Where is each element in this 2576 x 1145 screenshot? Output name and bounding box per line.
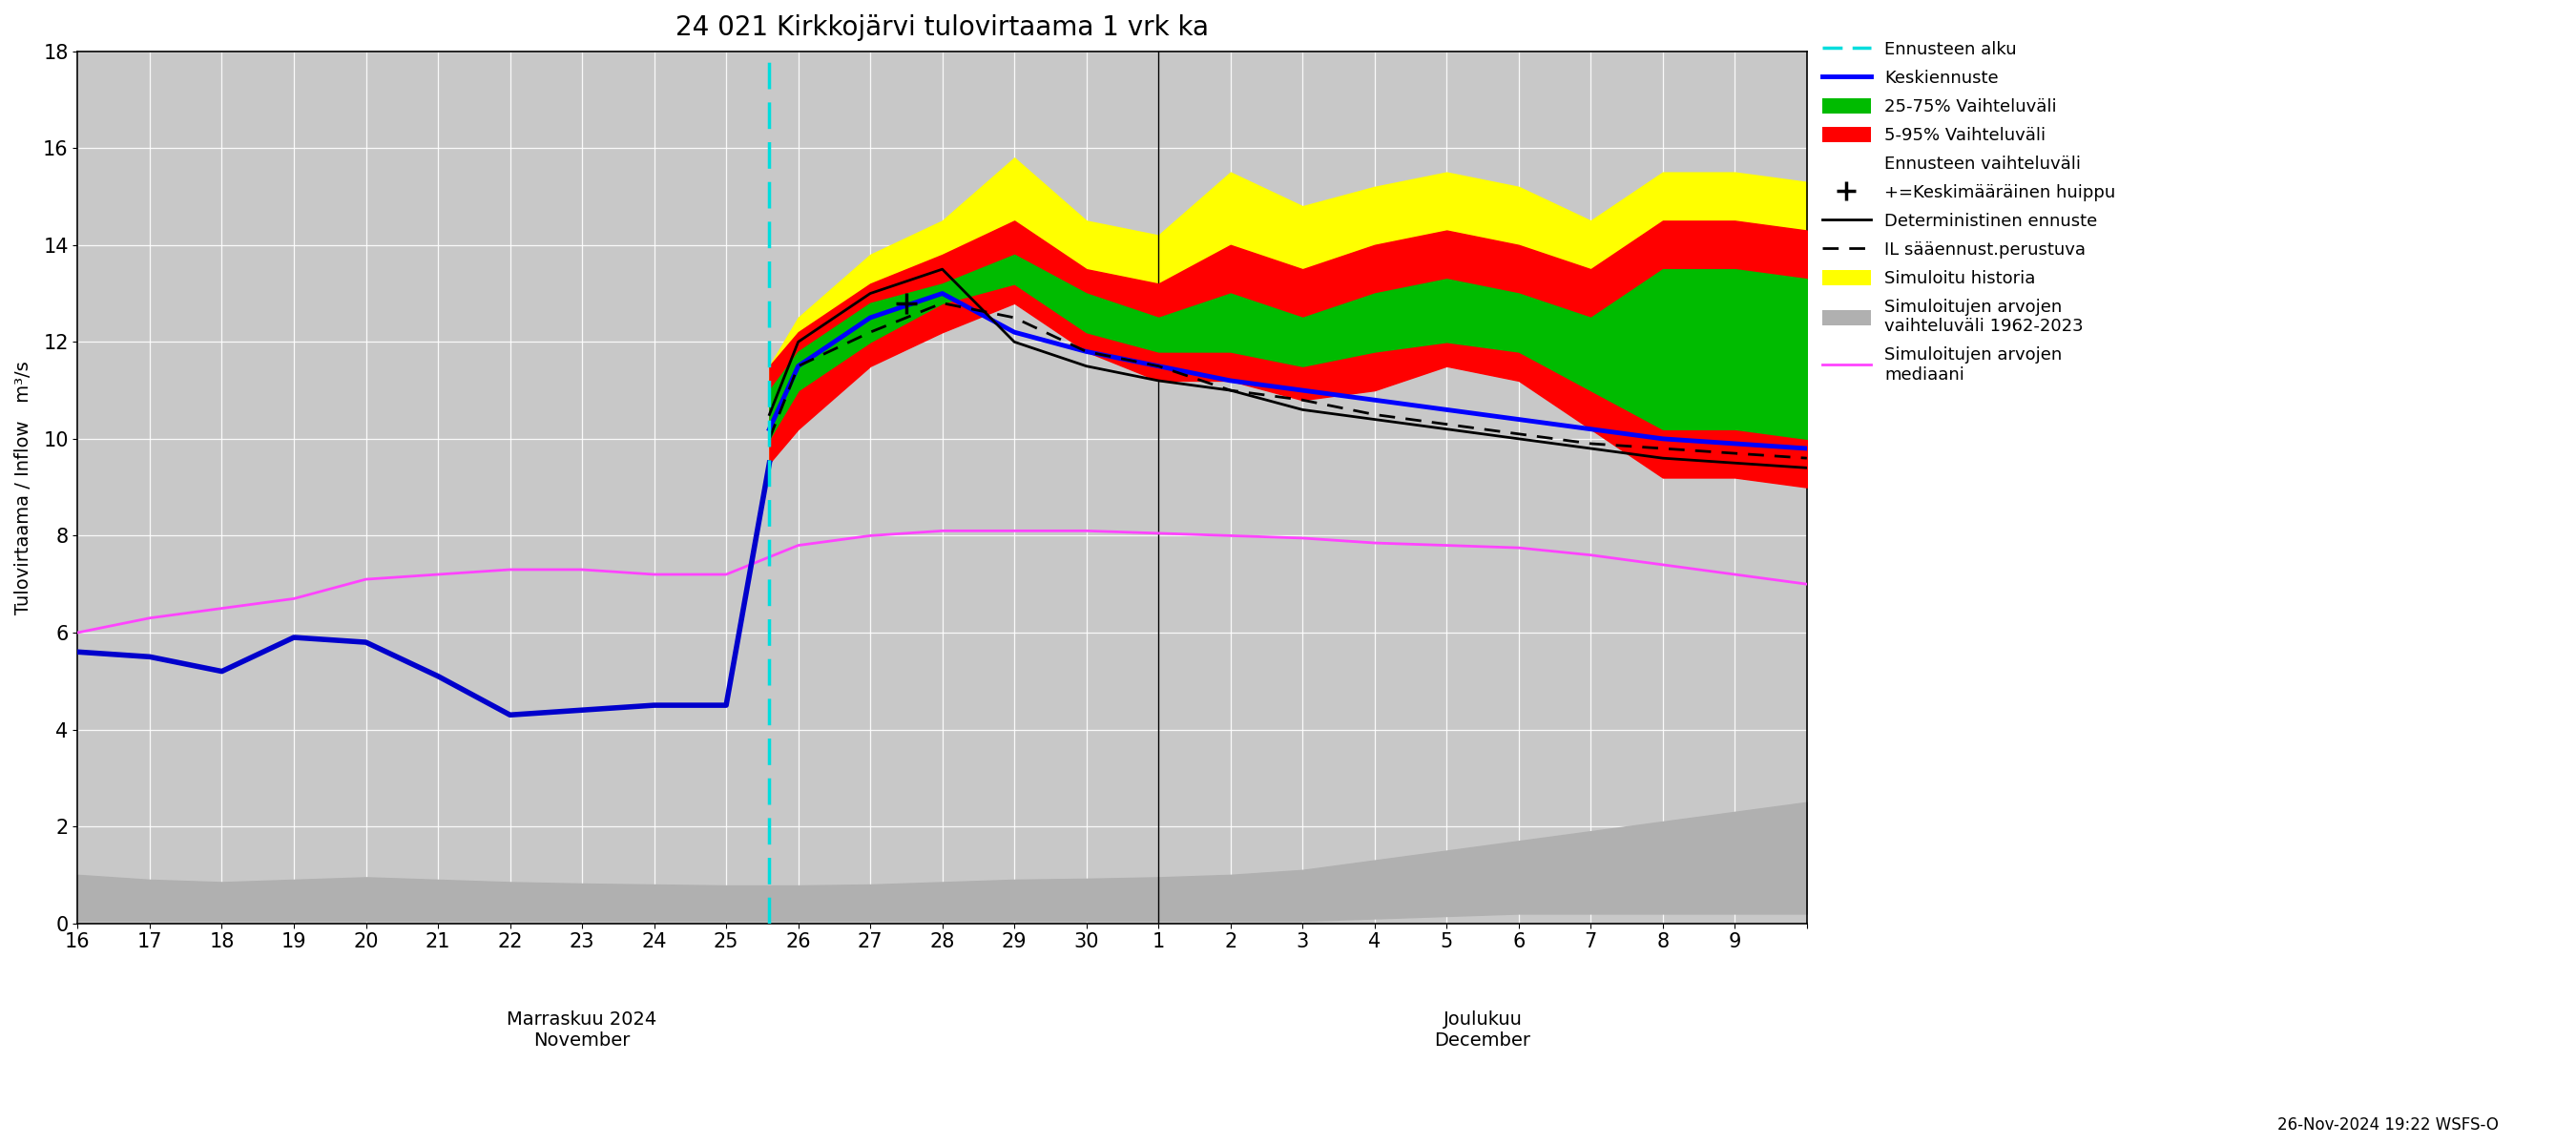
Text: 26-Nov-2024 19:22 WSFS-O: 26-Nov-2024 19:22 WSFS-O: [2277, 1116, 2499, 1134]
Text: Marraskuu 2024
November: Marraskuu 2024 November: [507, 1010, 657, 1050]
Y-axis label: Tulovirtaama / Inflow   m³/s: Tulovirtaama / Inflow m³/s: [15, 361, 33, 614]
Text: Joulukuu
December: Joulukuu December: [1435, 1010, 1530, 1050]
Title: 24 021 Kirkkojärvi tulovirtaama 1 vrk ka: 24 021 Kirkkojärvi tulovirtaama 1 vrk ka: [675, 14, 1208, 41]
Legend: Ennusteen alku, Keskiennuste, 25-75% Vaihteluväli, 5-95% Vaihteluväli, Ennusteen: Ennusteen alku, Keskiennuste, 25-75% Vai…: [1816, 33, 2123, 390]
